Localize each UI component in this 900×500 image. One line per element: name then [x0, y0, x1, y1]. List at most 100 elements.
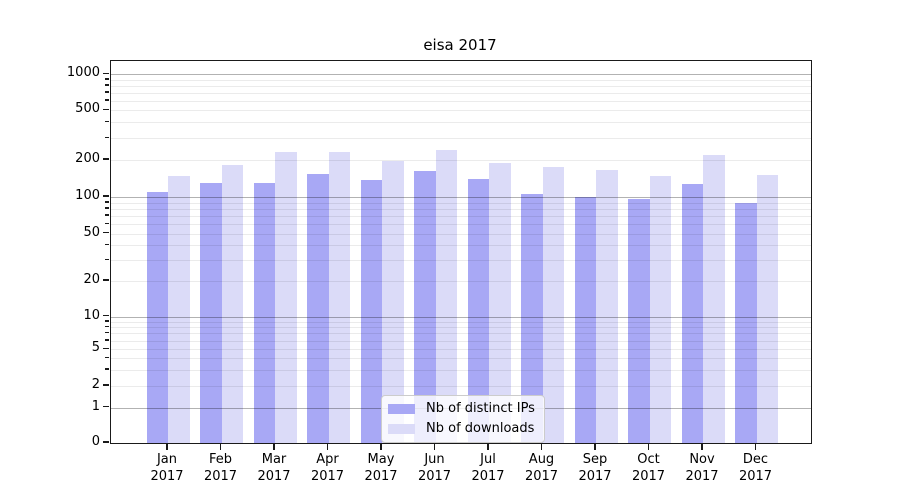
- gridline: [111, 208, 811, 210]
- y-tick-label: 1: [91, 398, 100, 414]
- bar-distinct-ips: [360, 180, 382, 443]
- x-tick-mark: [380, 443, 382, 450]
- bar-downloads: [328, 152, 350, 443]
- y-tick-mark: [102, 347, 109, 350]
- y-tick-mark: [102, 314, 109, 317]
- gridline: [111, 260, 811, 262]
- x-tick-mark: [754, 443, 757, 450]
- y-minor-tick-mark: [105, 214, 109, 216]
- bar-downloads: [275, 152, 297, 443]
- gridline: [111, 327, 811, 329]
- x-tick-label: Nov 2017: [685, 452, 719, 484]
- gridline: [111, 85, 811, 87]
- y-tick-mark: [102, 384, 109, 386]
- plot-area: Nb of distinct IPs Nb of downloads: [110, 60, 812, 444]
- gridline: [111, 160, 811, 161]
- y-tick-mark: [102, 441, 109, 443]
- x-tick-mark: [594, 443, 596, 450]
- gridline: [111, 340, 811, 342]
- y-tick-label: 0: [91, 434, 100, 449]
- bar-downloads: [489, 163, 511, 443]
- x-tick-mark: [219, 443, 222, 450]
- gridline: [111, 100, 811, 102]
- legend-label: Nb of downloads: [426, 421, 535, 436]
- y-minor-tick-mark: [105, 325, 109, 328]
- bar-distinct-ips: [521, 193, 543, 443]
- legend-label: Nb of distinct IPs: [426, 401, 535, 416]
- x-tick-label: Feb 2017: [203, 452, 238, 484]
- bar-distinct-ips: [574, 197, 596, 443]
- x-tick-label: Mar 2017: [257, 452, 291, 484]
- y-tick-label: 5: [91, 340, 100, 356]
- x-tick-label: Apr 2017: [310, 452, 345, 484]
- y-tick-mark: [102, 195, 109, 197]
- y-tick-mark: [102, 231, 109, 234]
- bar-distinct-ips: [414, 170, 436, 443]
- x-tick-mark: [326, 443, 329, 450]
- gridline: [111, 358, 811, 360]
- gridline: [111, 369, 811, 371]
- y-tick-mark: [102, 72, 109, 75]
- bar-downloads: [542, 167, 564, 443]
- bar-downloads: [703, 155, 725, 443]
- gridline: [111, 202, 811, 204]
- y-minor-tick-mark: [105, 99, 109, 101]
- x-tick-label: Jul 2017: [471, 452, 505, 484]
- legend-row: Nb of downloads: [388, 421, 535, 436]
- y-minor-tick-mark: [105, 91, 109, 93]
- x-tick-label: Jan 2017: [150, 452, 184, 484]
- gridline: [111, 233, 811, 235]
- bar-downloads: [756, 175, 778, 443]
- chart-title: eisa 2017: [423, 36, 497, 54]
- bar-distinct-ips: [200, 182, 222, 443]
- y-tick-label: 2: [91, 377, 100, 392]
- legend-swatch: [388, 423, 415, 434]
- x-tick-label: Sep 2017: [578, 452, 612, 484]
- bar-distinct-ips: [735, 202, 757, 443]
- y-tick-label: 100: [75, 188, 100, 203]
- bar-distinct-ips: [307, 173, 329, 443]
- x-tick-mark: [701, 443, 703, 450]
- bar-downloads: [382, 160, 404, 443]
- y-tick-mark: [102, 108, 109, 111]
- gridline: [111, 386, 811, 387]
- bar-distinct-ips: [146, 191, 168, 443]
- legend-swatch: [388, 403, 415, 414]
- y-minor-tick-mark: [105, 201, 109, 203]
- y-minor-tick-mark: [105, 320, 109, 322]
- bar-distinct-ips: [628, 199, 650, 443]
- gridline: [111, 316, 811, 318]
- y-minor-tick-mark: [105, 243, 109, 246]
- x-tick-mark: [487, 443, 489, 450]
- bar-distinct-ips: [253, 183, 275, 443]
- y-minor-tick-mark: [105, 339, 109, 341]
- y-minor-tick-mark: [105, 368, 109, 370]
- x-tick-mark: [166, 443, 168, 450]
- y-tick-label: 10: [83, 307, 100, 323]
- y-tick-mark: [102, 158, 109, 160]
- gridline: [111, 349, 811, 351]
- gridline: [111, 215, 811, 217]
- legend-row: Nb of distinct IPs: [388, 401, 535, 416]
- gridline: [111, 74, 811, 76]
- x-tick-mark: [433, 443, 436, 450]
- x-tick-mark: [273, 443, 275, 450]
- y-minor-tick-mark: [105, 222, 109, 225]
- y-tick-label: 1000: [66, 65, 100, 81]
- y-minor-tick-mark: [105, 207, 109, 209]
- gridline: [111, 281, 811, 282]
- gridlines-layer: [111, 61, 811, 443]
- bar-downloads: [649, 175, 671, 443]
- y-tick-label: 500: [75, 101, 100, 117]
- x-tick-label: Dec 2017: [738, 452, 773, 484]
- x-tick-label: Aug 2017: [524, 452, 559, 484]
- y-tick-label: 200: [75, 151, 100, 166]
- x-tick-mark: [647, 443, 650, 450]
- y-minor-tick-mark: [105, 78, 109, 80]
- x-tick-label: Jun 2017: [417, 452, 452, 484]
- x-tick-label: Oct 2017: [631, 452, 666, 484]
- y-minor-tick-mark: [105, 331, 109, 334]
- gridline: [111, 197, 811, 198]
- gridline: [111, 122, 811, 124]
